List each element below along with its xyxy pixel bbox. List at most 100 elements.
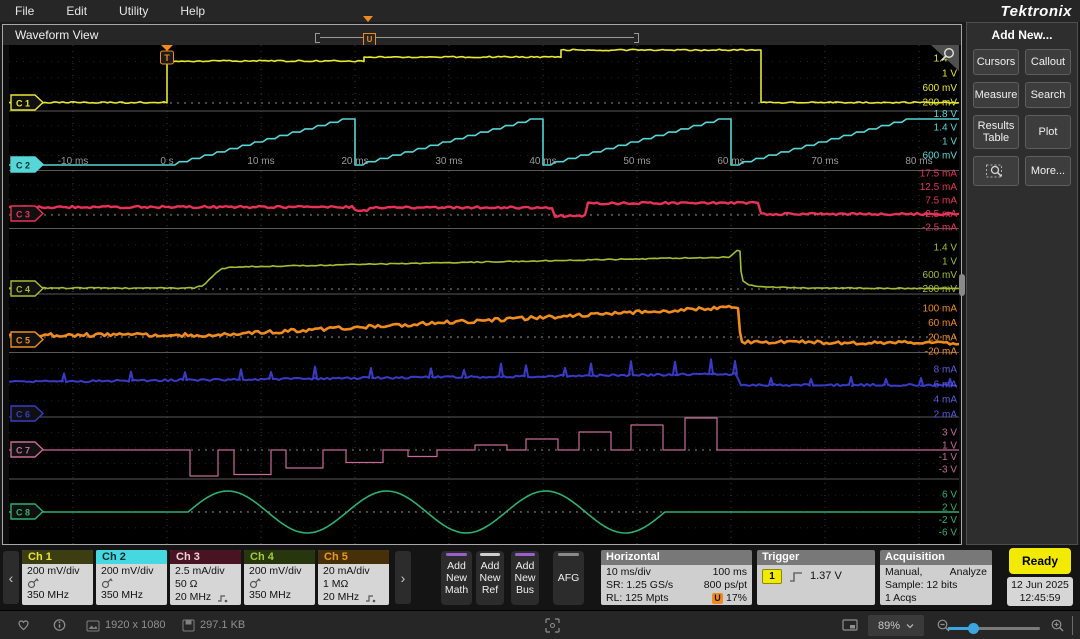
horizontal-window: 100 ms [713,566,747,579]
svg-text:C 8: C 8 [16,508,30,518]
menu-file[interactable]: File [0,4,50,18]
graticule[interactable]: -10 ms0 s10 ms20 ms30 ms40 ms50 ms60 ms7… [9,45,959,544]
scale-label: -20 mA [925,347,958,358]
zoom-out-icon[interactable] [936,618,951,633]
scale-label: 1.4 V [934,243,958,254]
add-new-ref-button[interactable]: Add New Ref [476,551,504,605]
measure-button[interactable]: Measure [973,82,1019,108]
zoom-in-icon[interactable] [1050,618,1065,633]
scale-label: 1.8 V [934,109,958,120]
channel-handle-c6[interactable]: C 6 [11,406,43,421]
add-new-bus-button[interactable]: Add New Bus [511,551,539,605]
channel-label: Ch 2 [96,550,167,564]
scale-label: 1 V [942,441,957,452]
badge-scroll-left-button[interactable]: ‹ [3,551,19,604]
acquisition-panel[interactable]: Acquisition Manual,Analyze Sample: 12 bi… [880,550,992,605]
scale-label: 8 mA [934,365,958,376]
scale-label: 2 mA [934,410,958,421]
scale-label: 12.5 mA [920,182,958,193]
zoom-slider-thumb[interactable] [968,623,979,634]
channel-badge-ch4[interactable]: Ch 4200 mV/div350 MHz [244,550,315,605]
menu-utility[interactable]: Utility [103,4,164,18]
waveform-view-header: Waveform View U [3,25,961,45]
button-stripe [446,553,468,556]
channel-handle-c3[interactable]: C 3 [11,206,43,221]
probe-icon [101,578,113,589]
horizontal-panel[interactable]: Horizontal 10 ms/div100 ms SR: 1.25 GS/s… [601,550,752,605]
add-new-sidebar: Add New... Cursors Callout Measure Searc… [966,22,1078,545]
acq-analyze: Analyze [950,566,987,579]
favorite-heart-icon[interactable] [16,618,31,632]
time-axis-label: 60 ms [717,156,744,167]
bottom-control-bar: ‹ Ch 1200 mV/div350 MHzCh 2200 mV/div350… [0,545,1080,610]
time-axis-label: 20 ms [341,156,368,167]
search-button[interactable]: Search [1025,82,1071,108]
menu-bar: File Edit Utility Help Tektronix [0,0,1080,22]
menu-help[interactable]: Help [164,4,221,18]
channel-badge-ch5[interactable]: Ch 520 mA/div1 MΩ20 MHz [318,550,389,605]
acq-sample-bits: Sample: 12 bits [885,579,957,592]
fit-screen-icon[interactable] [545,618,560,633]
zoom-tool-button[interactable] [973,156,1019,186]
ready-run-stop-button[interactable]: Ready [1009,548,1071,574]
trigger-panel[interactable]: Trigger 1 1.37 V [757,550,875,605]
tab-waveform-view[interactable]: Waveform View [15,28,98,42]
channel-label: Ch 5 [318,550,389,564]
channel-handle-c8[interactable]: C 8 [11,504,43,519]
channel-badge-ch3[interactable]: Ch 32.5 mA/div50 Ω20 MHz [170,550,241,605]
bw-limit-icon [217,593,228,603]
rising-edge-icon [788,570,804,584]
add-new-math-button[interactable]: Add New Math [441,551,472,605]
scale-label: 7.5 mA [925,196,957,207]
badge-scroll-right-button[interactable]: › [395,551,411,604]
menu-edit[interactable]: Edit [50,4,103,18]
callout-button[interactable]: Callout [1025,49,1071,75]
results-table-button[interactable]: Results Table [973,115,1019,149]
scale-label: 3 V [942,428,957,439]
time-axis-label: 70 ms [811,156,838,167]
channel-label: Ch 3 [170,550,241,564]
plot-button[interactable]: Plot [1025,115,1071,149]
svg-text:C 4: C 4 [16,285,30,295]
add-new-title: Add New... [967,28,1077,42]
zoom-percent-dropdown[interactable]: 89% [868,615,924,636]
oscilloscope-traces[interactable]: -10 ms0 s10 ms20 ms30 ms40 ms50 ms60 ms7… [9,45,959,544]
u-badge: U [712,593,723,604]
afg-button[interactable]: AFG [553,551,584,605]
pan-percent: U17% [712,592,747,605]
sample-interval: 800 ps/pt [704,579,747,592]
scale-label: 20 mA [928,333,957,344]
panel-splitter-handle[interactable] [959,274,965,296]
channel-handle-c1[interactable]: C 1 [11,95,43,110]
time-axis-label: 0 s [160,156,173,167]
scale-label: 1 V [942,137,957,148]
scale-label: 1.4 V [934,123,958,134]
svg-text:C 7: C 7 [16,446,30,456]
trigger-position-marker[interactable]: T [161,45,174,64]
info-icon[interactable] [52,618,67,632]
channel-handle-c5[interactable]: C 5 [11,332,43,347]
zoom-slider[interactable] [956,627,1040,630]
acq-mode: Manual, [885,566,922,579]
time-axis-label: 50 ms [623,156,650,167]
time-text: 12:45:59 [1007,592,1073,605]
channel-badge-ch1[interactable]: Ch 1200 mV/div350 MHz [22,550,93,605]
svg-text:C 1: C 1 [16,99,30,109]
button-stripe [480,553,500,556]
button-stripe [558,553,580,556]
scale-label: 600 mV [923,151,958,162]
scale-label: 600 mV [923,270,958,281]
time-axis-label: 30 ms [435,156,462,167]
channel-handle-c7[interactable]: C 7 [11,442,43,457]
scale-label: 6 V [942,490,957,501]
more-button[interactable]: More... [1025,156,1071,186]
cursors-button[interactable]: Cursors [973,49,1019,75]
pan-zoom-indicator[interactable]: U [315,33,639,43]
channel-handle-c4[interactable]: C 4 [11,281,43,296]
picture-in-picture-icon[interactable] [842,618,858,632]
channel-badge-ch2[interactable]: Ch 2200 mV/div350 MHz [96,550,167,605]
pan-position-triangle[interactable] [363,16,373,22]
sample-rate: SR: 1.25 GS/s [606,579,673,592]
channel-handle-c2[interactable]: C 2 [11,157,43,172]
trigger-level: 1.37 V [810,570,842,583]
